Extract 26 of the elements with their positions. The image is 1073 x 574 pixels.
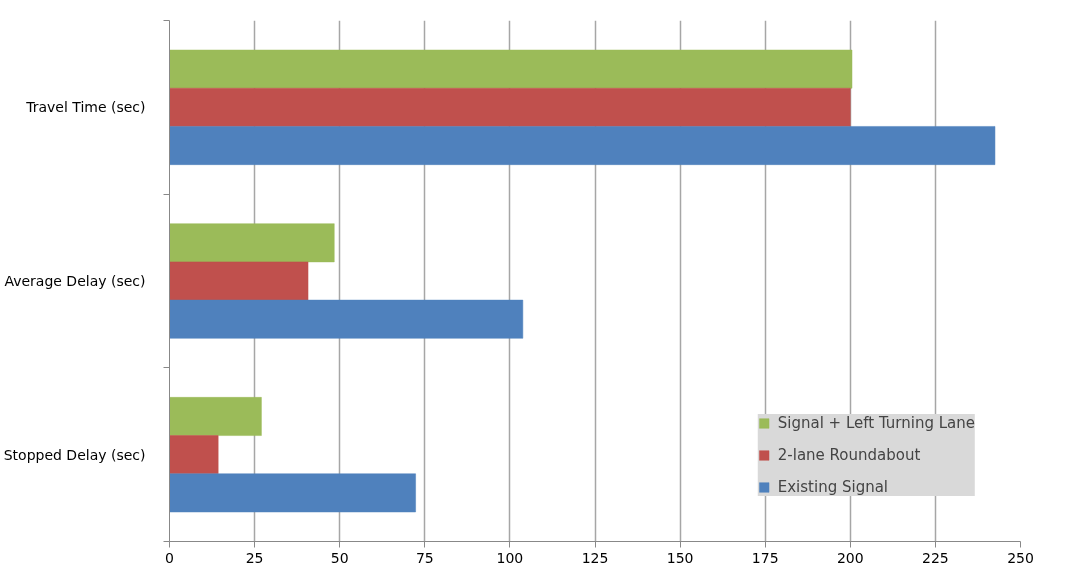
- bar: [169, 49, 853, 89]
- y-tick-label: Average Delay (sec): [4, 273, 146, 289]
- x-tick-label: 250: [1007, 549, 1034, 566]
- legend-label: 2-lane Roundabout: [777, 446, 921, 464]
- bar: [169, 397, 262, 436]
- bar: [169, 87, 851, 127]
- x-tick-label: 200: [836, 549, 864, 566]
- x-tick-label: 0: [165, 549, 174, 566]
- legend-label: Existing Signal: [777, 478, 889, 496]
- bar: [169, 435, 219, 475]
- bar: [169, 126, 996, 165]
- x-tick-label: 75: [415, 549, 434, 566]
- y-tick-label: Travel Time (sec): [25, 99, 146, 116]
- x-tick-label: 225: [922, 549, 949, 566]
- bar: [169, 261, 309, 301]
- x-tick-label: 150: [666, 549, 694, 566]
- x-tick-label: 100: [496, 549, 524, 566]
- x-tick-label: 25: [245, 549, 264, 566]
- bar: [169, 473, 416, 513]
- bar: [169, 223, 335, 263]
- x-tick-label: 50: [330, 549, 349, 566]
- x-tick-label: 175: [751, 549, 779, 566]
- legend-label: Signal + Left Turning Lane: [777, 414, 975, 432]
- bar: [169, 299, 524, 339]
- y-tick-label: Stopped Delay (sec): [3, 446, 146, 463]
- x-tick-label: 125: [581, 549, 609, 566]
